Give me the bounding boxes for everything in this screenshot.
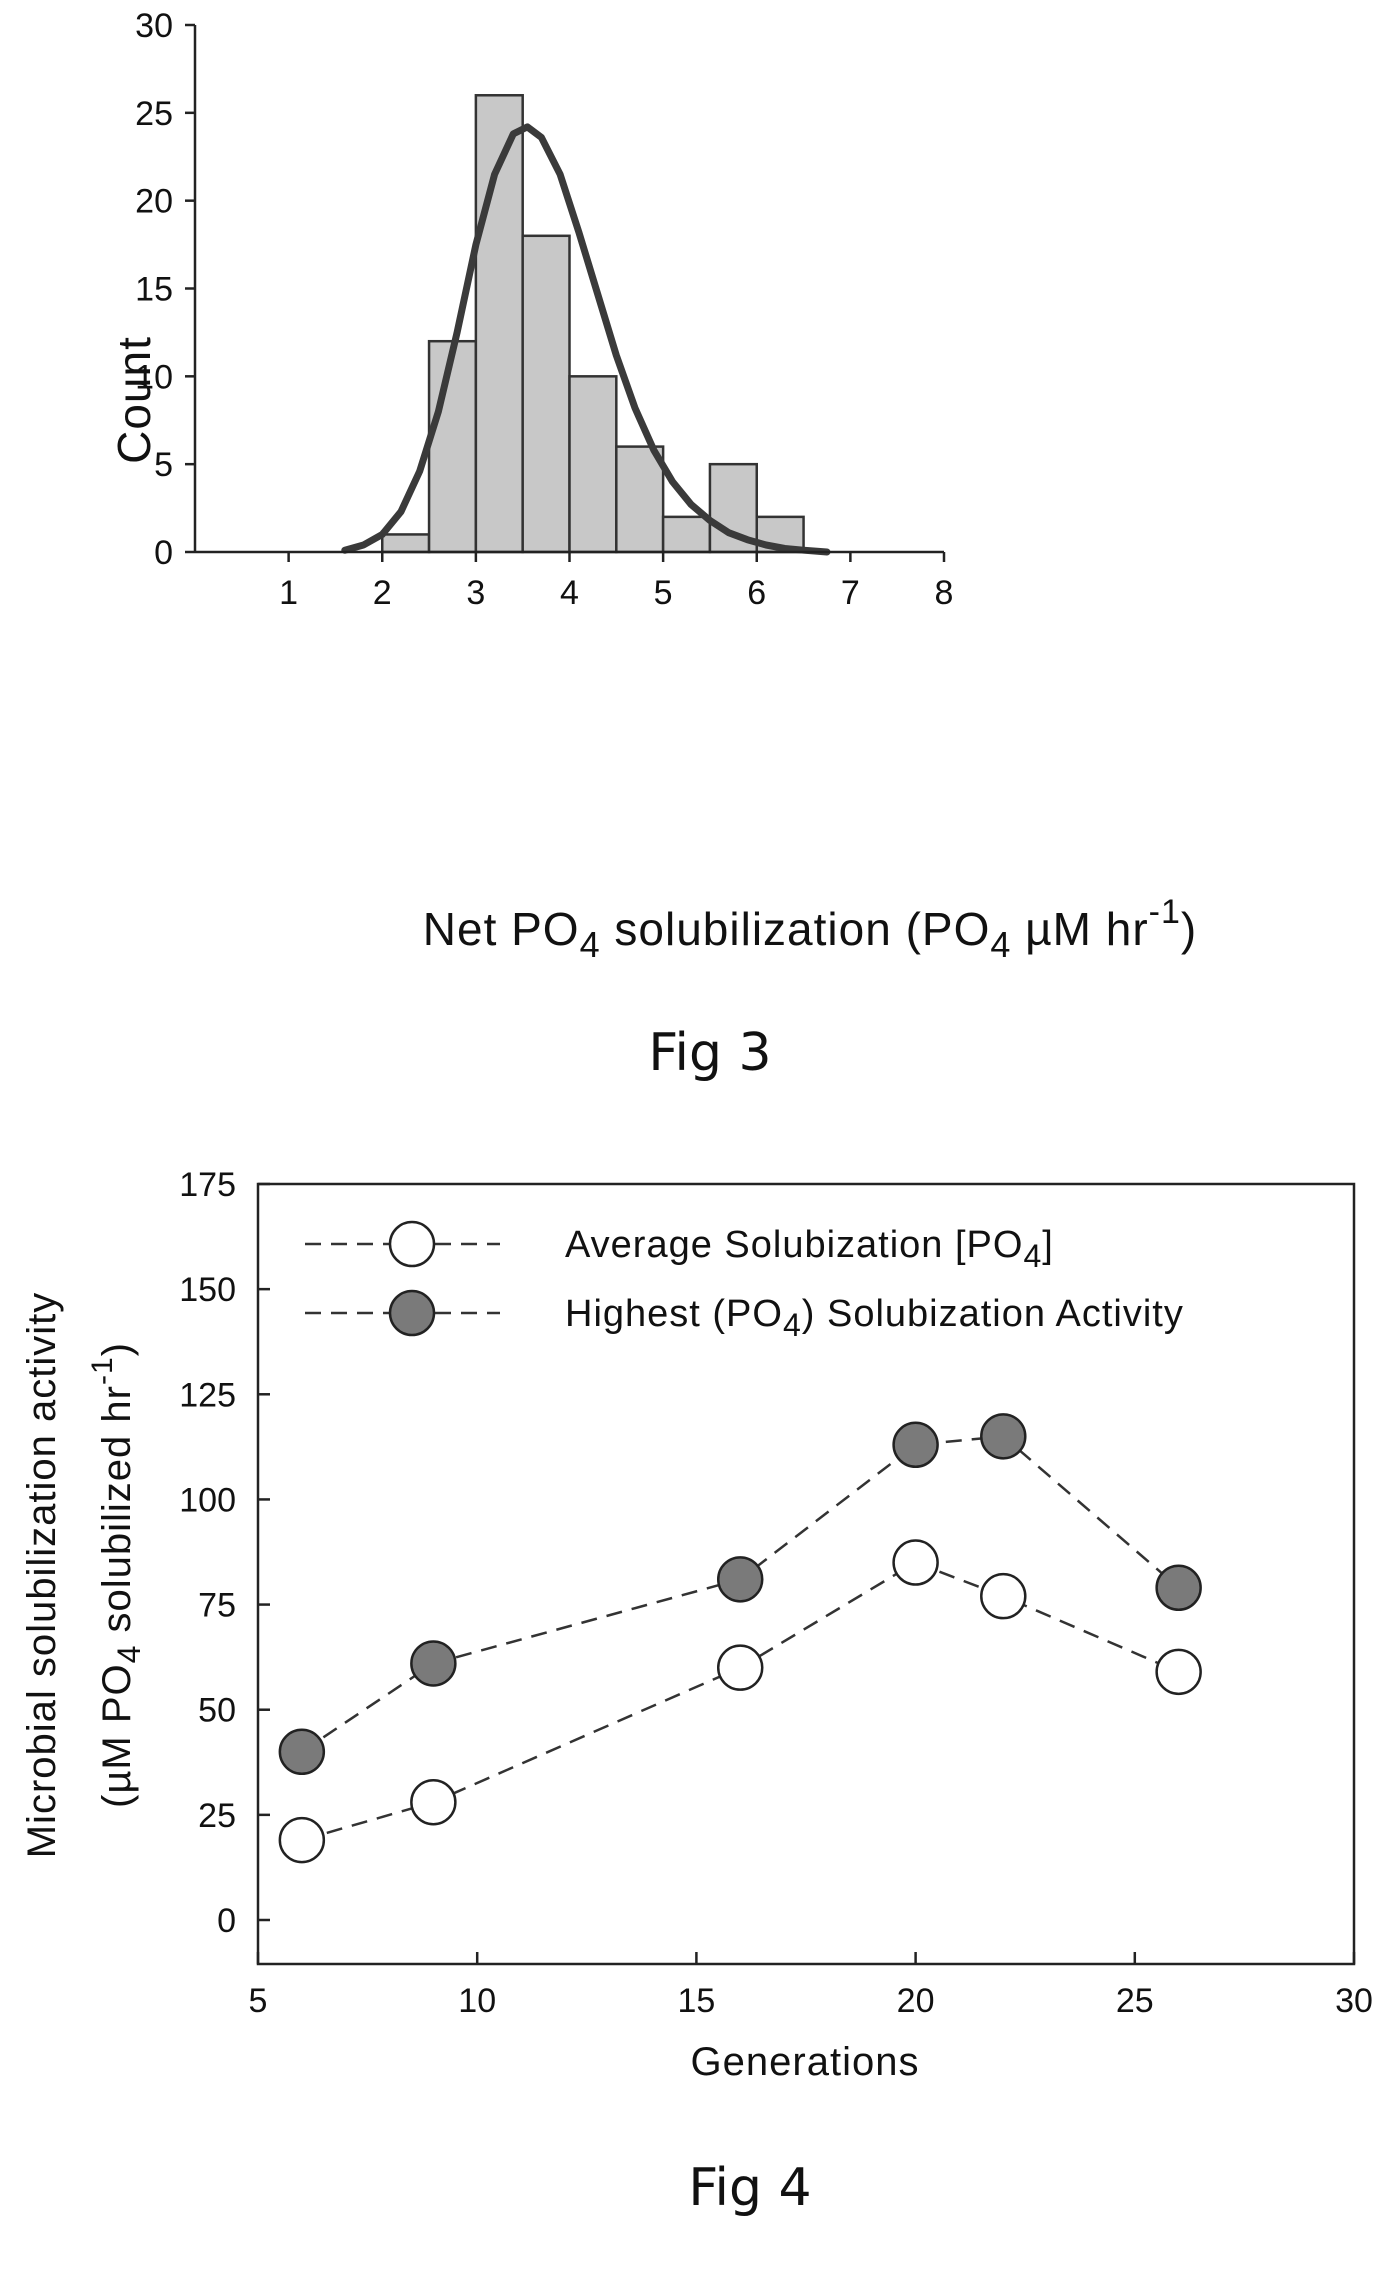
fig4-line-chart: 0 25 50 75 100 125 150 175 5 10 15 20 25 30 Average S… <box>20 1166 1373 2218</box>
fig3-x-tick-label: 7 <box>841 574 860 612</box>
fig3-x-axis-title: Net PO4 solubilization (PO4 µM hr-1) <box>423 893 1197 965</box>
fig4-caption: Fig 4 <box>688 2158 811 2218</box>
fig4-data-point <box>1155 1564 1202 1611</box>
fig4-data-point <box>980 1572 1027 1620</box>
fig3-histogram: 0 5 10 15 20 25 30 1 2 3 4 5 6 7 8 Count Net PO4 solub… <box>108 7 1197 1083</box>
fig3-bars <box>381 94 805 554</box>
histogram-bar <box>381 533 431 554</box>
fig4-y-tick-label: 150 <box>179 1271 236 1309</box>
fig3-y-tick-label: 10 <box>135 358 173 396</box>
fig4-x-axis-title: Generations <box>691 2040 920 2084</box>
fig4-data-point <box>892 1539 939 1586</box>
fig4-y-tick-label: 75 <box>198 1587 236 1625</box>
fig3-x-tick-label: 2 <box>373 574 392 612</box>
fig4-data-point <box>278 1728 326 1776</box>
fig4-x-tick-label: 10 <box>458 1982 496 2020</box>
histogram-bar <box>521 234 571 554</box>
fig3-x-tick-label: 1 <box>279 574 298 612</box>
fig4-y-axis-title-line2: (µM PO4 solubilized hr-1) <box>86 1342 147 1808</box>
fig4-series <box>278 1413 1202 1864</box>
fig4-y-tick-label: 100 <box>179 1481 236 1519</box>
fig3-y-tick-label: 0 <box>154 534 173 572</box>
fig4-x-tick-label: 20 <box>897 1982 935 2020</box>
fig3-x-tick-label: 6 <box>747 574 766 612</box>
legend-marker-highest <box>388 1289 436 1337</box>
histogram-bar <box>568 375 618 554</box>
fig4-legend: Average Solubization [PO4] Highest (PO4)… <box>305 1220 1184 1343</box>
fig3-y-axis-title: Count <box>108 336 160 464</box>
fig3-y-tick-label: 30 <box>135 7 173 45</box>
fig4-axes: 0 25 50 75 100 125 150 175 5 10 15 20 25 30 <box>179 1166 1373 2020</box>
fig4-data-point <box>278 1816 326 1864</box>
fig4-series-line-1 <box>301 1435 1180 1753</box>
fig4-data-point <box>410 1640 457 1687</box>
fig3-y-tick-label: 20 <box>135 183 173 221</box>
fig3-y-tick-label: 15 <box>135 271 173 309</box>
fig4-data-point <box>716 1644 764 1691</box>
fig3-x-tick-label: 3 <box>466 574 485 612</box>
legend-label-average: Average Solubization [PO4] <box>565 1224 1054 1274</box>
fig4-plot-frame <box>256 1182 1356 1966</box>
fig4-x-tick-label: 25 <box>1116 1982 1154 2020</box>
fig4-data-point <box>892 1421 939 1469</box>
histogram-bar <box>427 339 478 554</box>
histogram-bar <box>661 515 712 554</box>
fig4-y-tick-label: 50 <box>198 1692 236 1730</box>
fig3-x-tick-label: 8 <box>935 574 954 612</box>
fig3-fit-curve <box>341 123 831 556</box>
legend-label-highest: Highest (PO4) Solubization Activity <box>565 1293 1184 1343</box>
fig3-axes: 0 5 10 15 20 25 30 1 2 3 4 5 6 7 8 <box>135 7 953 612</box>
legend-marker-average <box>388 1220 436 1268</box>
fig3-x-tick-label: 4 <box>560 574 579 612</box>
fig4-data-point <box>980 1413 1027 1460</box>
fig3-caption: Fig 3 <box>648 1023 771 1083</box>
fig4-y-tick-label: 25 <box>198 1797 236 1835</box>
fig4-y-tick-label: 175 <box>179 1166 236 1204</box>
fig4-x-tick-label: 15 <box>677 1982 715 2020</box>
fig4-data-point <box>716 1556 764 1603</box>
fig4-x-tick-label: 30 <box>1335 1982 1373 2020</box>
fig3-y-tick-label: 25 <box>135 95 173 133</box>
fig3-y-tick-label: 5 <box>154 446 173 484</box>
fig4-data-point <box>410 1778 457 1826</box>
fig4-x-tick-label: 5 <box>249 1982 268 2020</box>
fig4-data-point <box>1155 1648 1202 1696</box>
fig4-y-axis-title-line1: Microbial solubilization activity <box>20 1292 64 1859</box>
fig3-x-tick-label: 5 <box>654 574 673 612</box>
fig4-y-tick-label: 0 <box>217 1902 236 1940</box>
histogram-bar <box>615 445 665 554</box>
fig4-y-tick-label: 125 <box>179 1376 236 1414</box>
